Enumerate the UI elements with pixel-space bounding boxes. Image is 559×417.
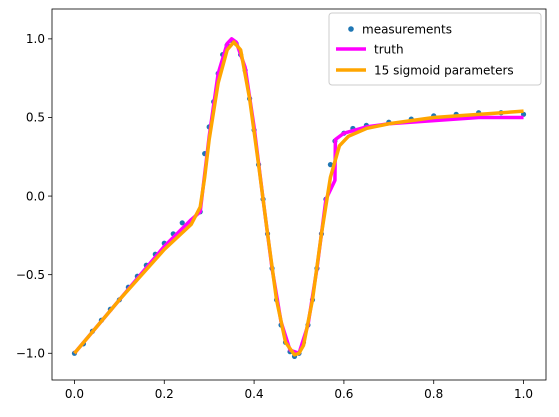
x-tick-label: 0.0 — [65, 387, 84, 401]
legend-label-measurements: measurements — [362, 23, 452, 37]
legend-box — [328, 12, 542, 86]
y-tick-label: −1.0 — [16, 346, 45, 360]
legend: measurements truth 15 sigmoid parameters — [328, 12, 542, 86]
y-tick-label: −0.5 — [16, 268, 45, 282]
measurement-point — [179, 220, 185, 226]
legend-label-sigmoid: 15 sigmoid parameters — [374, 64, 514, 78]
y-tick-label: 0.0 — [26, 189, 45, 203]
sigmoid-fit-line — [73, 40, 524, 357]
measurement-point — [327, 162, 334, 168]
x-tick-label: 0.6 — [334, 387, 353, 401]
x-axis: 0.0 0.2 0.4 0.6 0.8 1.0 — [65, 380, 533, 401]
measurements-points — [71, 37, 527, 360]
x-tick-label: 0.4 — [245, 387, 264, 401]
truth-line — [73, 37, 524, 356]
plot-frame — [51, 8, 547, 381]
legend-label-truth: truth — [374, 43, 404, 57]
series-lines — [73, 37, 524, 357]
y-tick-label: 1.0 — [26, 32, 45, 46]
x-tick-label: 0.2 — [155, 387, 174, 401]
measurement-point — [520, 111, 527, 117]
legend-marker-measurements — [348, 26, 354, 32]
x-tick-label: 0.8 — [424, 387, 443, 401]
y-tick-label: 0.5 — [26, 111, 45, 125]
y-axis: −1.0 −0.5 0.0 0.5 1.0 — [16, 32, 52, 360]
x-tick-label: 1.0 — [514, 387, 533, 401]
